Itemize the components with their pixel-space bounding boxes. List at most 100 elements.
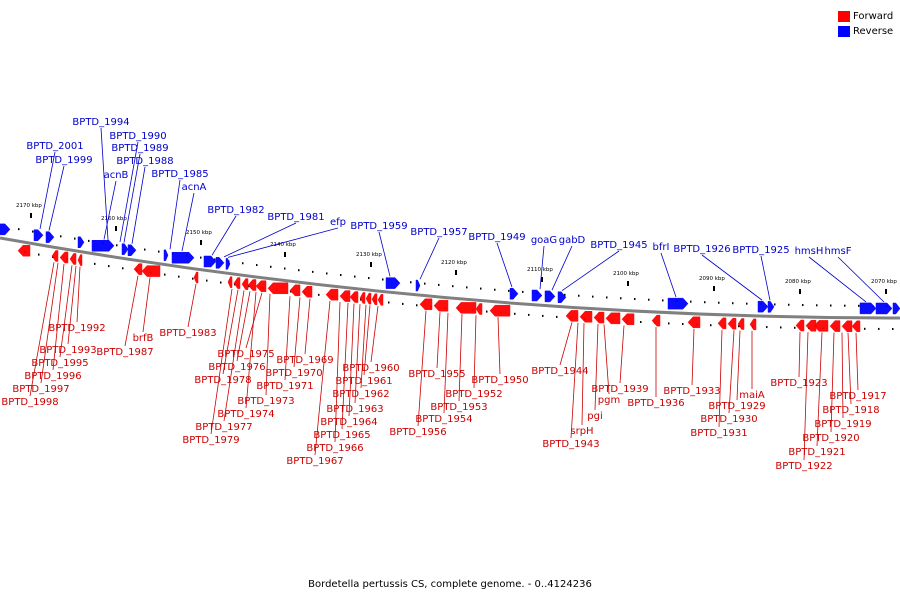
leader-line bbox=[581, 323, 585, 426]
scale-tick bbox=[690, 300, 692, 303]
forward-gene-arrow bbox=[727, 317, 737, 330]
gene-label: BPTD_1981 bbox=[267, 212, 324, 223]
gene-label: BPTD_1929 bbox=[708, 401, 765, 412]
gene-label: efp bbox=[330, 217, 346, 228]
scale-tick bbox=[640, 321, 642, 324]
scale-major-tick bbox=[284, 252, 286, 257]
leader-line bbox=[354, 304, 361, 404]
leader-line bbox=[855, 332, 859, 391]
gene-label: BPTD_1952 bbox=[445, 389, 502, 400]
reverse-gene-arrow bbox=[0, 223, 11, 236]
scale-tick bbox=[830, 304, 832, 307]
scale-label: 2070 kbp bbox=[871, 279, 897, 285]
gene-label: brfB bbox=[133, 333, 154, 344]
leader-line bbox=[348, 303, 355, 417]
scale-major-tick bbox=[455, 270, 457, 275]
gene-label: BPTD_1923 bbox=[770, 378, 827, 389]
scale-tick bbox=[38, 253, 40, 256]
forward-gene-arrow bbox=[247, 279, 257, 291]
scale-label: 2130 kbp bbox=[356, 252, 382, 258]
reverse-gene-arrow bbox=[215, 257, 225, 269]
gene-label: BPTD_1995 bbox=[31, 358, 88, 369]
leader-line bbox=[211, 215, 237, 256]
forward-gene-arrow bbox=[301, 286, 313, 298]
scale-tick bbox=[438, 283, 440, 286]
gene-label: BPTD_1936 bbox=[627, 398, 684, 409]
forward-gene-arrow bbox=[349, 291, 359, 303]
gene-label: BPTD_1963 bbox=[326, 404, 383, 415]
gene-label: BPTD_2001 bbox=[26, 141, 83, 152]
scale-tick bbox=[662, 299, 664, 302]
leader-line bbox=[67, 265, 77, 345]
scale-tick bbox=[298, 269, 300, 272]
scale-tick bbox=[738, 325, 740, 328]
leader-line bbox=[124, 275, 139, 347]
gene-label: acnA bbox=[182, 182, 207, 193]
gene-label: BPTD_1993 bbox=[39, 345, 96, 356]
scale-tick bbox=[122, 267, 124, 270]
gene-label: BPTD_1999 bbox=[35, 155, 92, 166]
scale-tick bbox=[780, 326, 782, 329]
gene-label: BPTD_1967 bbox=[286, 456, 343, 467]
scale-major-tick bbox=[200, 240, 202, 245]
gene-label: BPTD_1994 bbox=[72, 117, 129, 128]
scale-label: 2110 kbp bbox=[527, 267, 553, 273]
scale-major-tick bbox=[885, 289, 887, 294]
scale-tick bbox=[578, 294, 580, 297]
scale-major-tick bbox=[627, 281, 629, 286]
forward-gene-arrow bbox=[851, 320, 861, 333]
reverse-gene-arrow bbox=[121, 243, 129, 255]
scale-major-tick bbox=[115, 226, 117, 231]
reverse-gene-arrow bbox=[544, 290, 556, 303]
leader-line bbox=[551, 245, 573, 291]
forward-gene-arrow bbox=[371, 293, 378, 305]
forward-gene-arrow bbox=[489, 304, 511, 317]
scale-tick bbox=[892, 327, 894, 330]
leader-line bbox=[181, 192, 195, 252]
gene-label: hmsF bbox=[824, 246, 851, 257]
scale-tick bbox=[802, 304, 804, 307]
leader-line bbox=[496, 242, 513, 288]
gene-label: BPTD_1992 bbox=[48, 323, 105, 334]
leader-line bbox=[39, 151, 56, 230]
scale-tick bbox=[220, 281, 222, 284]
leader-line bbox=[52, 263, 65, 371]
leader-line bbox=[334, 302, 341, 443]
reverse-gene-arrow bbox=[892, 302, 900, 315]
leader-line bbox=[210, 288, 233, 435]
leader-line bbox=[187, 283, 197, 328]
gene-label: BPTD_1966 bbox=[306, 443, 363, 454]
scale-tick bbox=[648, 298, 650, 301]
gene-label: BPTD_1959 bbox=[350, 221, 407, 232]
gene-label: BPTD_1931 bbox=[690, 428, 747, 439]
scale-tick bbox=[88, 239, 90, 242]
leader-line bbox=[841, 332, 844, 419]
leader-line bbox=[59, 265, 73, 358]
gene-label: BPTD_1954 bbox=[415, 414, 472, 425]
gene-label: BPTD_1957 bbox=[410, 227, 467, 238]
leader-line bbox=[539, 245, 545, 290]
genome-caption: Bordetella pertussis CS, complete genome… bbox=[308, 579, 592, 590]
scale-tick bbox=[864, 327, 866, 330]
leader-line bbox=[760, 255, 771, 301]
leader-line bbox=[76, 266, 81, 323]
gene-label: BPTD_1939 bbox=[591, 384, 648, 395]
reverse-gene-arrow bbox=[77, 236, 85, 249]
forward-gene-arrow bbox=[289, 284, 301, 297]
scale-tick bbox=[668, 322, 670, 325]
scale-tick bbox=[256, 264, 258, 267]
scale-major-tick bbox=[541, 277, 543, 282]
reverse-gene-arrow bbox=[385, 277, 401, 289]
leader-line bbox=[603, 324, 610, 395]
forward-gene-arrow bbox=[227, 276, 233, 288]
legend: Forward Reverse bbox=[838, 9, 893, 39]
reverse-gene-arrow bbox=[171, 251, 195, 264]
gene-label: maiA bbox=[739, 390, 765, 401]
leader-line bbox=[223, 222, 297, 258]
leader-line bbox=[265, 293, 271, 396]
scale-tick bbox=[634, 298, 636, 301]
leader-line bbox=[123, 153, 141, 243]
scale-major-tick bbox=[799, 289, 801, 294]
forward-gene-arrow bbox=[813, 320, 829, 332]
scale-tick bbox=[416, 304, 418, 307]
